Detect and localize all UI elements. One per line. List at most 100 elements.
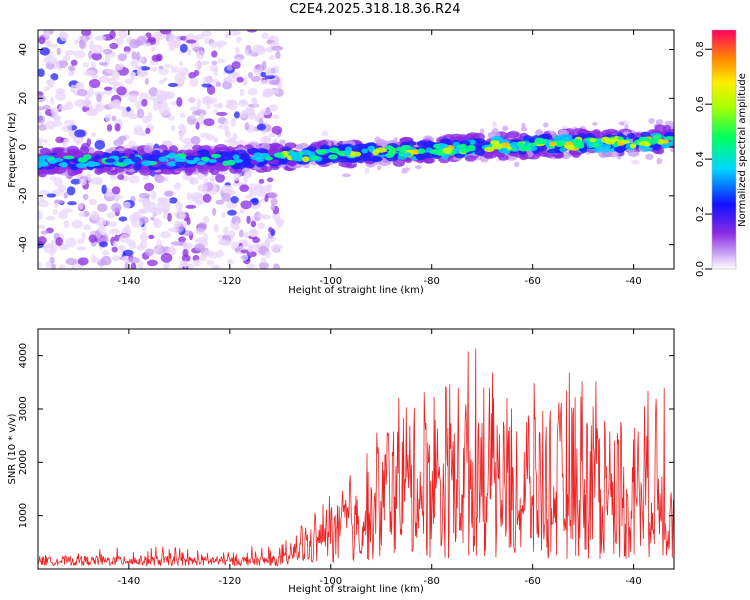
snr-panel: -140 -120 -100 -80 -60 -40 1000 2000 3000 4000 H… bbox=[7, 328, 675, 595]
spectrogram-cell bbox=[38, 110, 42, 117]
snr-x-label: Height of straight line (km) bbox=[288, 584, 424, 595]
spectrogram-cell bbox=[151, 66, 157, 73]
spectrogram-cell bbox=[111, 186, 121, 195]
spectrogram-cell bbox=[199, 112, 205, 119]
spectrogram-cell bbox=[473, 138, 486, 144]
spectrogram-cell bbox=[124, 224, 131, 235]
spectrogram-cell bbox=[240, 109, 247, 119]
spectrogram-cell bbox=[142, 175, 150, 180]
spectrogram-cell bbox=[70, 84, 76, 94]
spectrogram-cell bbox=[143, 182, 155, 192]
spectrogram-cell bbox=[561, 125, 568, 129]
spectrogram-cell bbox=[181, 254, 191, 262]
spectrogram-cell bbox=[43, 138, 48, 144]
spectrogram-cell bbox=[548, 141, 557, 147]
spectrogram-cell bbox=[213, 136, 219, 144]
spectrogram-cell bbox=[222, 160, 229, 166]
spectrogram-cell bbox=[185, 204, 197, 209]
spectrogram-cell bbox=[560, 134, 573, 139]
spectrogram-cell bbox=[217, 58, 226, 64]
spectrogram-cell bbox=[150, 216, 155, 221]
spectrogram-cell bbox=[122, 201, 131, 209]
spectrogram-cell bbox=[93, 162, 101, 167]
spectrogram-cell bbox=[98, 61, 108, 66]
snr-x-tick-label: -60 bbox=[524, 576, 540, 587]
spectrogram-cell bbox=[128, 140, 136, 147]
spectrogram-cell bbox=[46, 193, 57, 198]
spectrogram-cell bbox=[130, 262, 137, 269]
spectrogram-cell bbox=[273, 152, 284, 158]
spectrogram-cell bbox=[232, 132, 238, 141]
spectrogram-cell bbox=[247, 113, 258, 120]
spectrogram-cell bbox=[647, 138, 658, 145]
spectrogram-cell bbox=[256, 213, 267, 219]
spectrogram-cell bbox=[130, 59, 139, 68]
spectrogram-cell bbox=[39, 47, 50, 56]
spectrogram-cell bbox=[58, 210, 68, 220]
spectrogram-cell bbox=[277, 84, 283, 89]
spectrogram-cell bbox=[39, 195, 44, 203]
spectrogram-cell bbox=[117, 30, 128, 39]
spectrogram-cell bbox=[192, 110, 202, 116]
spectrogram-cell bbox=[252, 237, 261, 244]
spectrogram-cell bbox=[438, 143, 449, 149]
spectrogram-cell bbox=[247, 88, 258, 96]
spectrogram-cell bbox=[145, 127, 151, 135]
spectrogram-cell bbox=[260, 71, 267, 78]
spectrogram-cell bbox=[415, 165, 422, 170]
spectrogram-cell bbox=[250, 75, 261, 82]
spectrogram-cell bbox=[108, 228, 121, 235]
spectrogram-cell bbox=[52, 157, 64, 162]
spectrogram-cell bbox=[194, 61, 203, 69]
spectrogram-cell bbox=[630, 159, 640, 165]
spectrogram-cell bbox=[270, 143, 284, 151]
spectrogram-cell bbox=[78, 39, 86, 49]
spectrogram-cell bbox=[139, 92, 149, 102]
spectrogram-cell bbox=[192, 259, 202, 267]
spectrogram-cell bbox=[656, 157, 663, 165]
spectrogram-cell bbox=[126, 106, 131, 112]
spectrogram-cell bbox=[158, 102, 169, 108]
spectrogram-cell bbox=[45, 40, 52, 45]
spectrogram-cell bbox=[83, 224, 91, 231]
spectrogram-cell bbox=[88, 198, 98, 206]
spectrogram-cell bbox=[97, 225, 107, 234]
spectrogram-cell bbox=[287, 151, 300, 157]
spectrogram-cell bbox=[244, 106, 252, 115]
spectrogram-cell bbox=[75, 162, 88, 169]
spectrogram-cell bbox=[58, 264, 66, 269]
spectrogram-cell bbox=[223, 226, 229, 236]
spectrogram-cell bbox=[256, 162, 264, 168]
spectrogram-cell bbox=[664, 120, 674, 126]
spectrogram-cell bbox=[211, 207, 217, 217]
spectrogram-cell bbox=[54, 199, 65, 204]
spectrogram-cell bbox=[123, 46, 131, 53]
spectrogram-cell bbox=[236, 76, 244, 83]
spectrogram-cell bbox=[239, 208, 246, 214]
spectrogram-cell bbox=[270, 204, 276, 211]
spectrogram-cell bbox=[81, 30, 92, 37]
spectrogram-cell bbox=[174, 161, 186, 166]
spectrogram-cell bbox=[158, 156, 168, 162]
spectrogram-cell bbox=[197, 184, 208, 192]
spectrogram-cell bbox=[102, 249, 110, 256]
spectrogram-cell bbox=[627, 150, 640, 157]
spectrogram-cell bbox=[139, 208, 146, 214]
spectrogram-cell bbox=[67, 124, 72, 133]
spectrogram-cell bbox=[218, 238, 228, 246]
spectrogram-cell bbox=[129, 39, 141, 49]
spectrogram-cell bbox=[185, 39, 197, 44]
spectrogram-cell bbox=[638, 140, 650, 146]
spectrogram-cell bbox=[173, 220, 181, 228]
spectrogram-cell bbox=[321, 130, 329, 137]
spectrogram-panel: -140 -120 -100 -80 -60 -40 -40 -20 0 20 40 Height… bbox=[7, 29, 675, 296]
spectrogram-cell bbox=[111, 246, 118, 253]
spectrogram-cell bbox=[76, 246, 87, 251]
spectrogram-cell bbox=[164, 140, 173, 148]
spectrogram-cell bbox=[265, 106, 271, 114]
colorbar-tick-label: 0.0 bbox=[695, 261, 706, 277]
colorbar: 0.0 0.2 0.4 0.6 0.8 Normalized spectral ampl… bbox=[695, 29, 748, 277]
snr-x-tick-label: -120 bbox=[218, 576, 241, 587]
spectrogram-cell bbox=[190, 135, 201, 145]
spectrogram-cell bbox=[250, 156, 262, 161]
